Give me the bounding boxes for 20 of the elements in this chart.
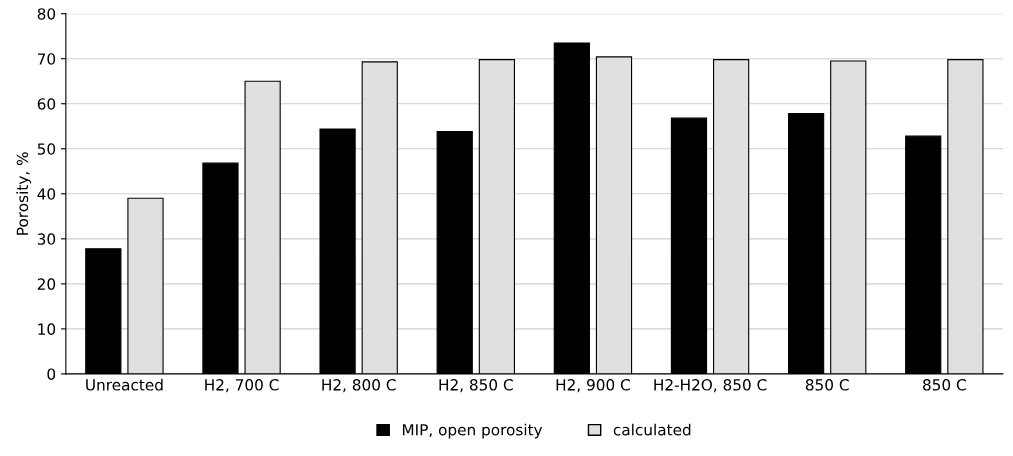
x-tick-label: H2, 900 C [556, 379, 630, 393]
x-tick-label: H2, 800 C [322, 379, 396, 393]
y-tick-label: 30 [37, 233, 56, 245]
x-tick-label: 850 C [805, 379, 849, 391]
y-tick-label: 0 [47, 368, 56, 380]
x-tick-label: H2, 700 C [205, 379, 279, 393]
x-tick-label: H2-H2O, 850 C [654, 379, 767, 393]
y-tick-label: 20 [37, 278, 56, 290]
y-axis-title: Porosity, % [16, 152, 32, 235]
legend-label: calculated [613, 423, 691, 436]
y-tick-label: 10 [38, 323, 56, 335]
y-tick-label: 50 [37, 143, 56, 155]
y-tick-label: 60 [37, 98, 56, 110]
y-tick-label: 40 [37, 188, 56, 200]
x-tick-label: 850 C [923, 379, 966, 391]
x-tick-label: Unreacted [86, 378, 163, 391]
y-tick-label: 80 [37, 8, 56, 20]
legend-label: MIP, open porosity [402, 423, 543, 439]
x-tick-label: H2, 850 C [439, 379, 513, 393]
y-tick-label: 70 [37, 53, 56, 65]
